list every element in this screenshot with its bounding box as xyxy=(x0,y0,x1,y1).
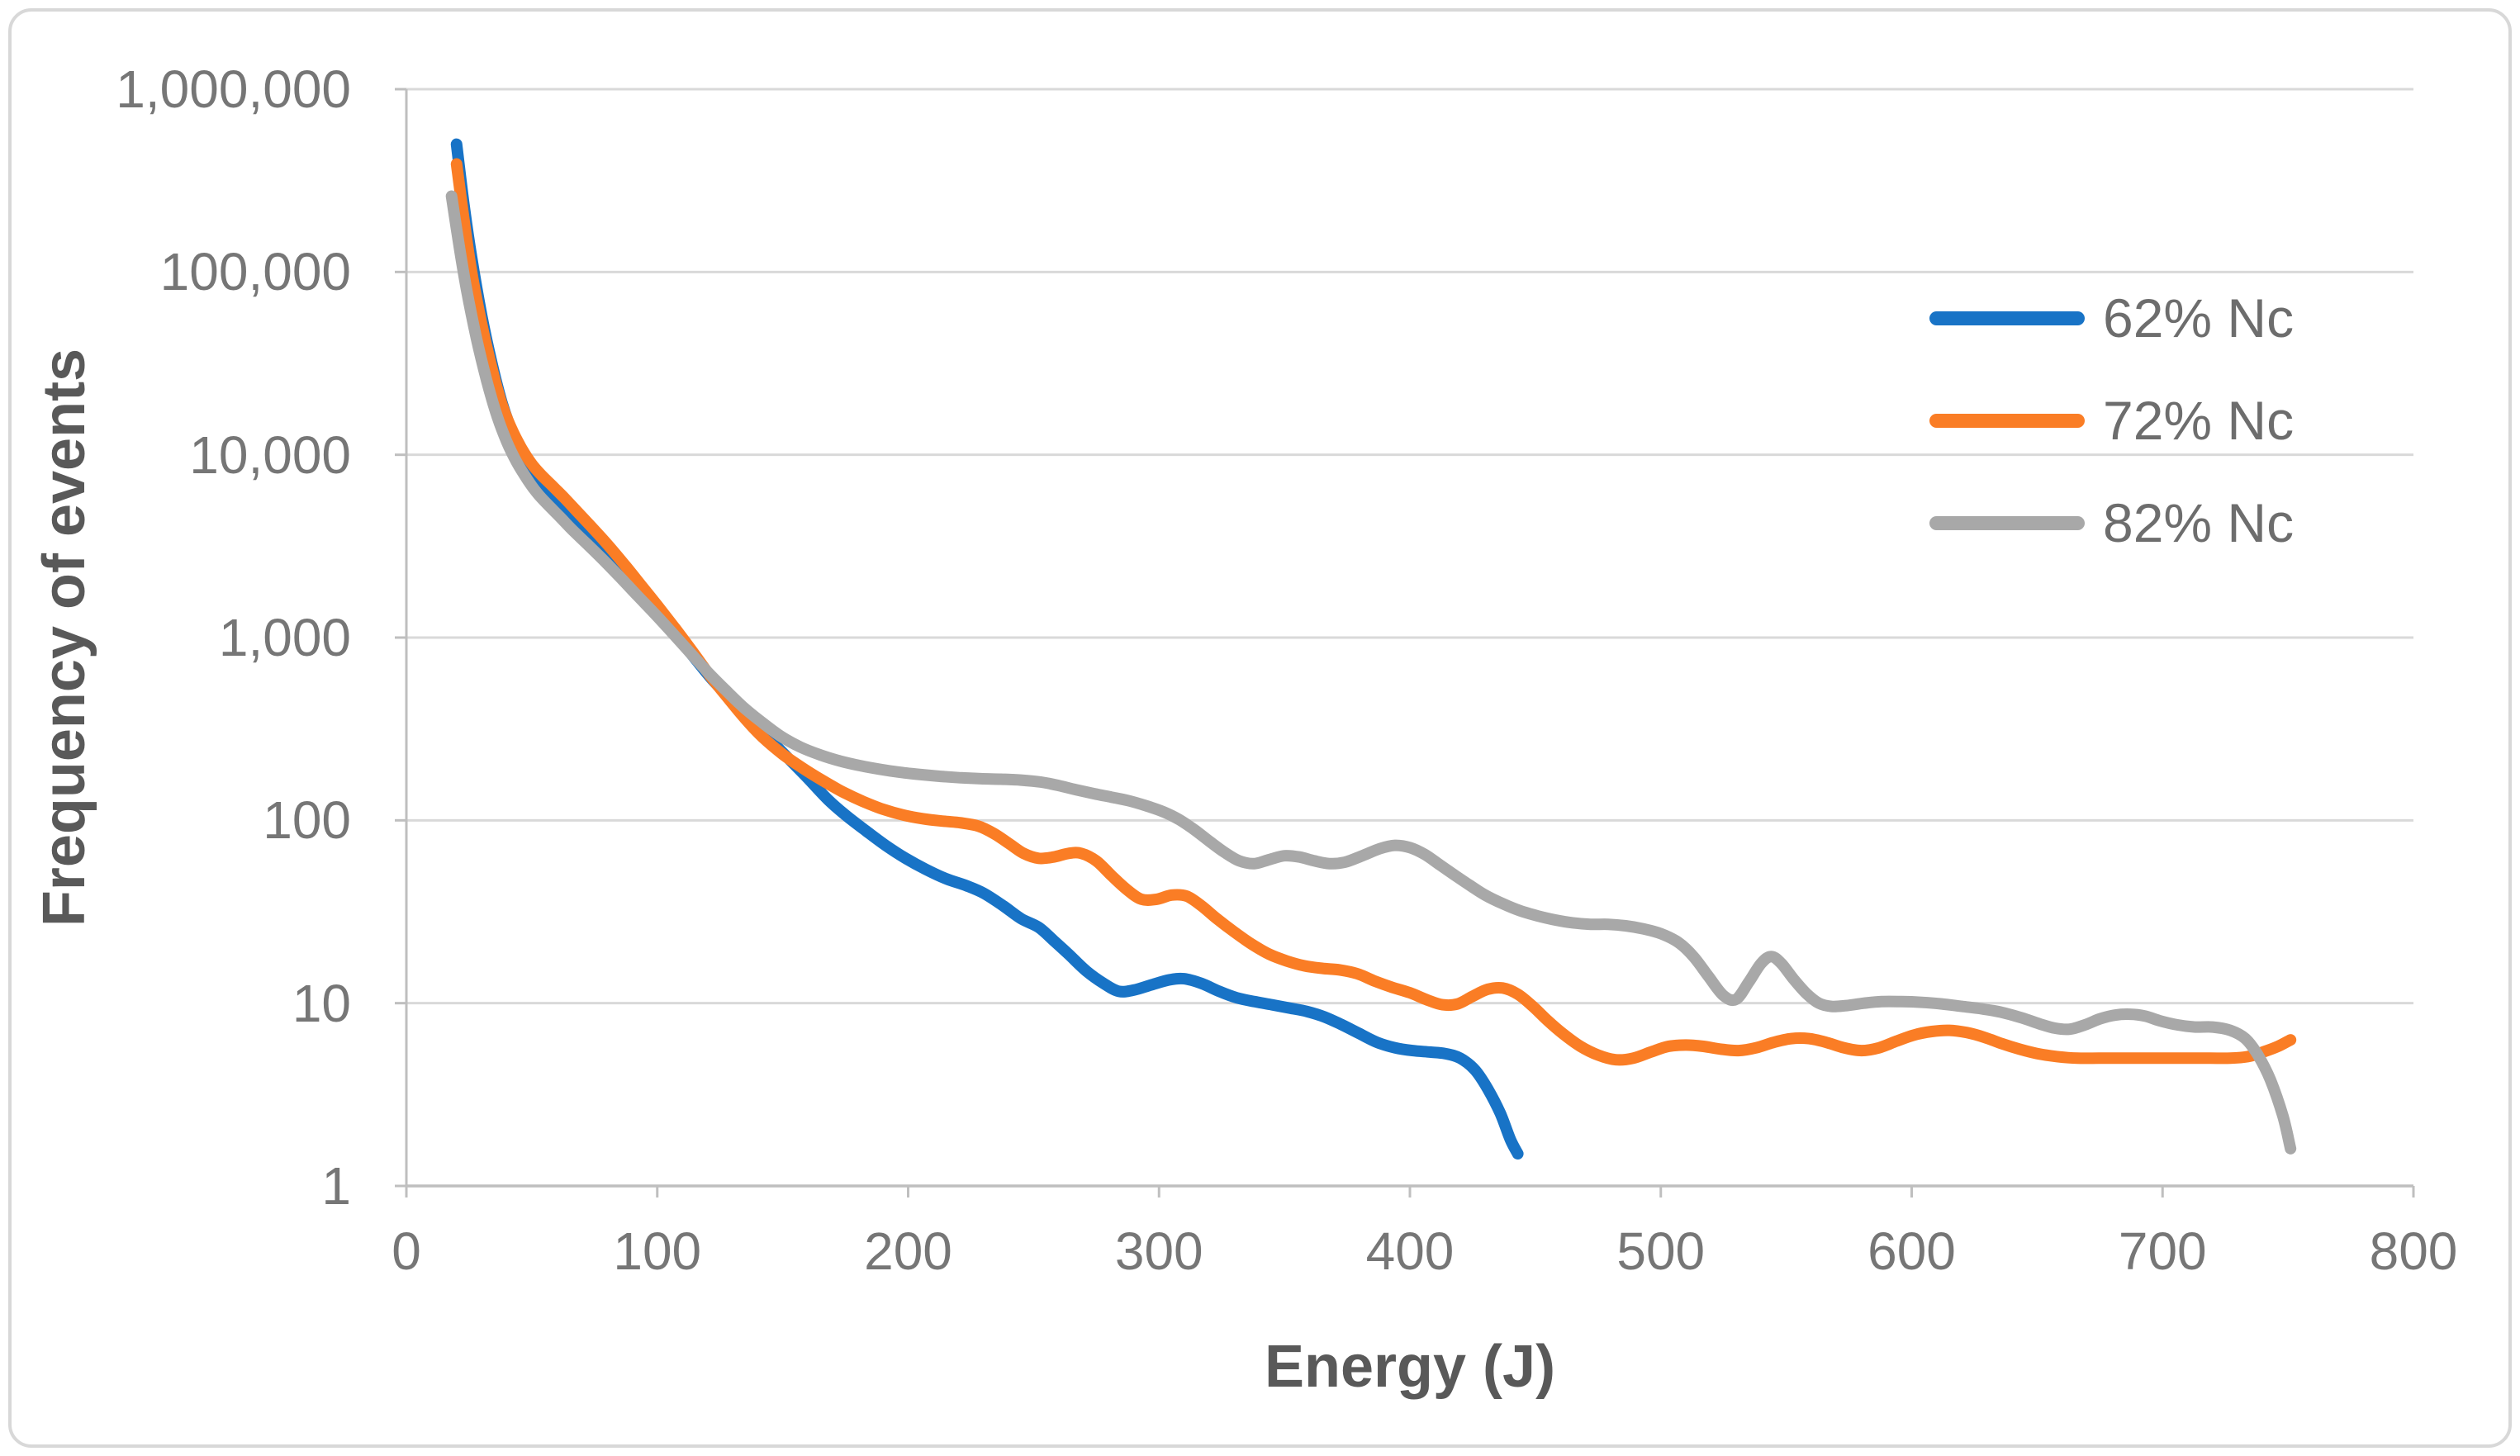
x-tick-label: 500 xyxy=(1616,1221,1706,1281)
x-axis-title: Energy (J) xyxy=(1264,1334,1556,1400)
legend-line-swatch xyxy=(1929,413,2085,428)
y-tick-label: 10,000 xyxy=(189,424,351,485)
x-tick-label: 200 xyxy=(864,1221,952,1281)
y-tick-label: 1 xyxy=(321,1156,351,1216)
legend-label: 72% Nc xyxy=(2103,390,2295,451)
legend-label: 62% Nc xyxy=(2103,287,2295,349)
x-tick-label: 100 xyxy=(613,1221,702,1281)
y-tick-label: 100,000 xyxy=(159,242,351,302)
x-tick-label: 0 xyxy=(392,1221,421,1281)
x-tick-label: 300 xyxy=(1114,1221,1203,1281)
series-line-82--nc xyxy=(445,190,2297,1155)
series-line-62--nc xyxy=(450,138,1524,1160)
y-tick-label: 10 xyxy=(292,973,351,1033)
x-tick-label: 600 xyxy=(1867,1221,1956,1281)
legend-line-swatch xyxy=(1929,515,2085,530)
y-tick-label: 100 xyxy=(263,790,351,851)
y-tick-label: 1,000 xyxy=(218,608,351,667)
legend-label: 82% Nc xyxy=(2103,492,2295,553)
legend-line-swatch xyxy=(1929,311,2085,325)
y-tick-label: 1,000,000 xyxy=(116,59,351,119)
legend-item: 82% Nc xyxy=(1929,472,2294,574)
legend-item: 72% Nc xyxy=(1929,369,2294,472)
y-axis-title: Frequency of events xyxy=(31,348,97,927)
x-tick-label: 700 xyxy=(2118,1221,2207,1281)
x-tick-label: 400 xyxy=(1365,1221,1455,1281)
x-tick-label: 800 xyxy=(2369,1221,2458,1281)
legend: 62% Nc 72% Nc 82% Nc xyxy=(1929,267,2294,574)
legend-item: 62% Nc xyxy=(1929,267,2294,369)
